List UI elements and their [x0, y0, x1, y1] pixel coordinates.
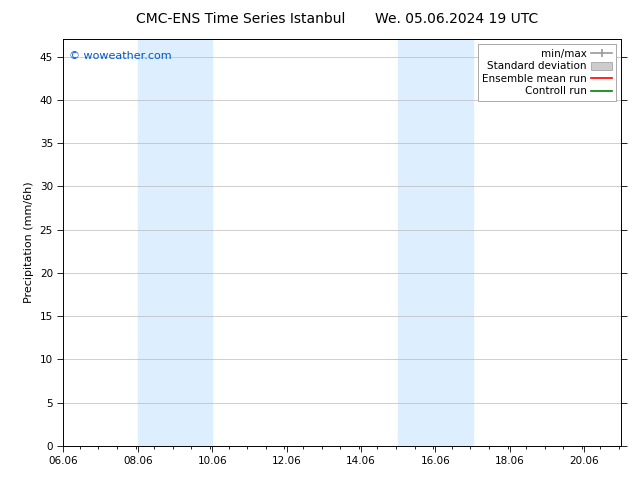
Y-axis label: Precipitation (mm/6h): Precipitation (mm/6h) — [24, 182, 34, 303]
Text: © woweather.com: © woweather.com — [69, 51, 172, 61]
Bar — [398, 39, 472, 446]
Bar — [138, 39, 212, 446]
Text: CMC-ENS Time Series Istanbul: CMC-ENS Time Series Istanbul — [136, 12, 346, 26]
Text: We. 05.06.2024 19 UTC: We. 05.06.2024 19 UTC — [375, 12, 538, 26]
Legend: min/max, Standard deviation, Ensemble mean run, Controll run: min/max, Standard deviation, Ensemble me… — [478, 45, 616, 100]
